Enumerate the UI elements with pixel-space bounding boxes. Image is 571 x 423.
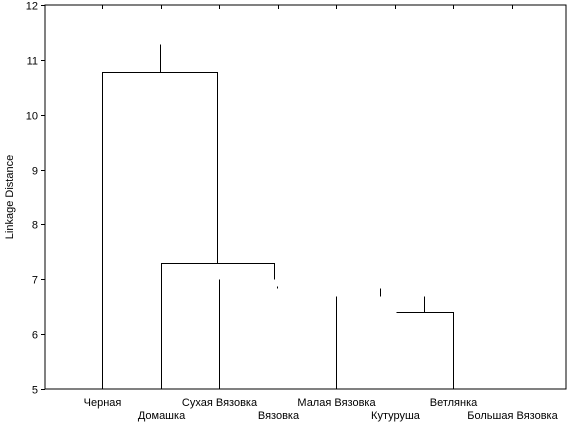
- dendrogram-links: [102, 44, 454, 390]
- y-axis-label: Linkage Distance: [4, 155, 16, 239]
- dendrogram-link-2: [161, 263, 275, 390]
- y-tick-label-10: 10: [26, 111, 38, 123]
- y-tick-label-12: 12: [26, 1, 38, 13]
- dendrogram-link-7: [396, 312, 454, 390]
- leaf-label-6: Ветлянка: [430, 397, 478, 409]
- y-tick-label-8: 8: [32, 220, 38, 232]
- y-tick-label-5: 5: [32, 385, 38, 397]
- y-tick-label-9: 9: [32, 166, 38, 178]
- leaf-label-5: Кутуруша: [371, 410, 421, 422]
- y-tick-label-6: 6: [32, 330, 38, 342]
- leaf-label-0: Черная: [84, 397, 122, 409]
- y-tick-label-7: 7: [32, 275, 38, 287]
- plot-frame: [44, 4, 567, 390]
- y-tick-label-11: 11: [27, 56, 38, 68]
- leaf-label-2: Сухая Вязовка: [182, 397, 258, 409]
- leaf-label-4: Малая Вязовка: [297, 397, 376, 409]
- top-ticks: [102, 5, 513, 9]
- dendrogram-link-0: [102, 72, 218, 390]
- leaf-label-1: Домашка: [138, 410, 186, 422]
- leaf-label-7: Большая Вязовка: [467, 410, 558, 422]
- y-axis: 5 6 7 8 9 10 11 12: [26, 1, 45, 397]
- leaf-label-3: Вязовка: [258, 410, 300, 422]
